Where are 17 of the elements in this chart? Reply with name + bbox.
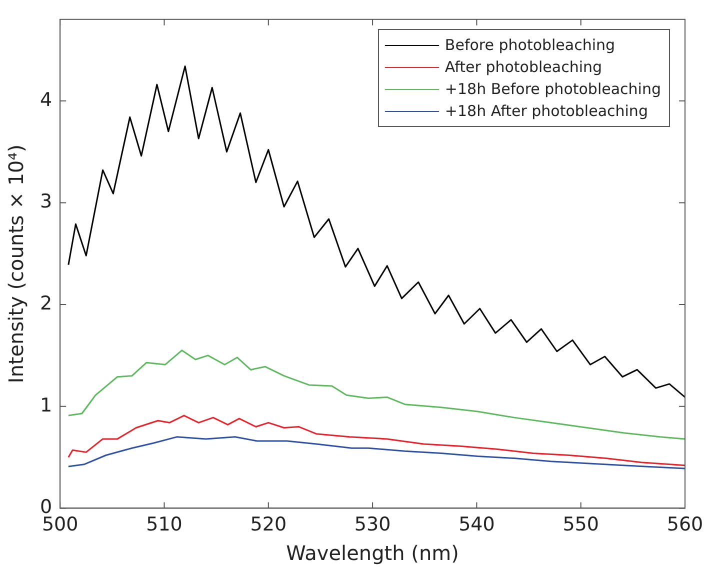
y-tick-label: 3 [40,190,52,213]
x-axis-title: Wavelength (nm) [286,541,459,566]
legend-label: After photobleaching [444,58,602,76]
x-tick-label: 510 [146,514,182,536]
x-tick-label: 530 [354,514,391,536]
y-tick-label: 2 [40,292,52,314]
x-tick-label: 520 [250,514,287,536]
legend-label: Before photobleaching [444,36,616,54]
x-tick-label: 500 [42,514,78,536]
legend-label: +18h Before photobleaching [444,80,661,98]
legend-label: +18h After photobleaching [444,102,648,120]
x-tick-label: 550 [562,514,599,536]
y-axis-title: Intensity (counts × 10⁴) [4,144,28,384]
y-tick-label: 1 [40,394,52,416]
x-tick-label: 540 [458,514,495,536]
x-tick-label: 560 [666,514,704,536]
y-tick-label: 4 [40,88,52,111]
